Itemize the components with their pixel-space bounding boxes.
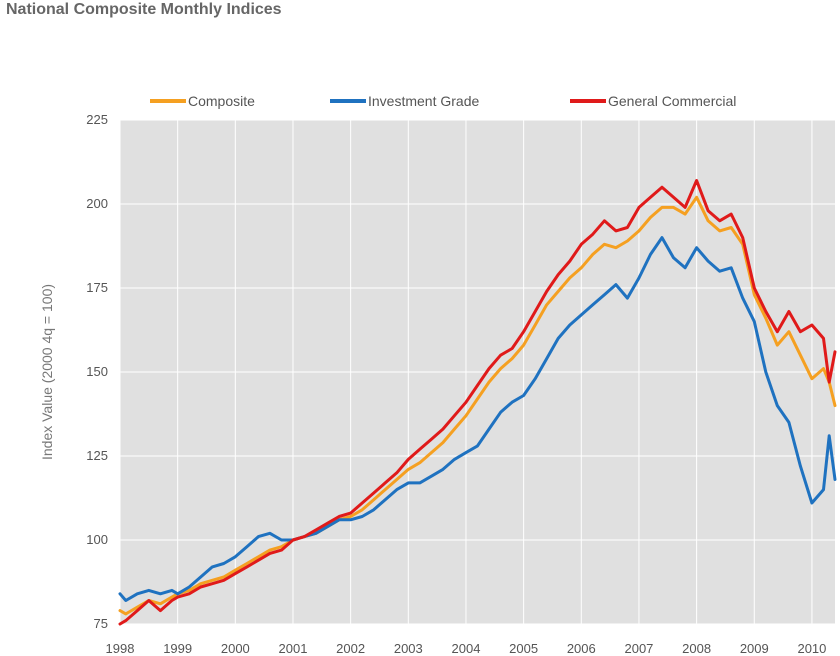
x-tick-label: 1999 xyxy=(163,641,192,656)
x-tick-label: 2002 xyxy=(336,641,365,656)
x-tick-label: 2006 xyxy=(567,641,596,656)
series-line-general-commercial xyxy=(118,179,837,626)
y-tick-label: 225 xyxy=(86,112,108,127)
y-tick-label: 175 xyxy=(86,280,108,295)
y-axis-ticks: 75 100 125 150 175 200 225 xyxy=(86,112,108,631)
legend-label: General Commercial xyxy=(608,93,736,109)
y-axis-label: Index Value (2000 4q = 100) xyxy=(39,284,55,460)
legend: Composite Investment Grade General Commerc… xyxy=(150,93,736,109)
legend-label: Composite xyxy=(188,93,255,109)
y-tick-label: 100 xyxy=(86,532,108,547)
x-axis-ticks: 1998 1999 2000 2001 2002 2003 2004 2005 2006 2007… xyxy=(106,641,827,656)
y-tick-label: 75 xyxy=(94,616,108,631)
x-tick-label: 2007 xyxy=(624,641,653,656)
y-tick-label: 200 xyxy=(86,196,108,211)
x-tick-label: 2004 xyxy=(452,641,481,656)
x-tick-label: 2003 xyxy=(394,641,423,656)
x-tick-label: 2000 xyxy=(221,641,250,656)
x-tick-label: 2001 xyxy=(279,641,308,656)
x-tick-label: 1998 xyxy=(106,641,135,656)
legend-label: Investment Grade xyxy=(368,93,479,109)
x-tick-label: 2009 xyxy=(740,641,769,656)
series-lines xyxy=(118,179,837,626)
chart-title: National Composite Monthly Indices xyxy=(6,1,282,18)
x-tick-label: 2005 xyxy=(509,641,538,656)
x-tick-label: 2008 xyxy=(682,641,711,656)
gridlines xyxy=(119,119,835,625)
y-tick-label: 150 xyxy=(86,364,108,379)
x-tick-label: 2010 xyxy=(797,641,826,656)
y-tick-label: 125 xyxy=(86,448,108,463)
series-line-composite xyxy=(118,195,837,616)
series-line-investment-grade xyxy=(118,236,837,602)
